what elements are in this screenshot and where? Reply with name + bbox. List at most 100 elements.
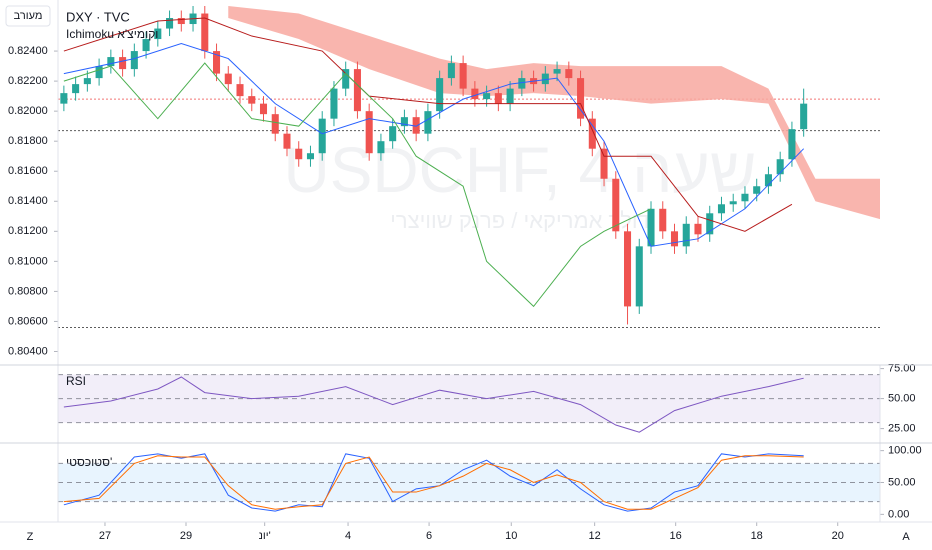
- candle-body: [365, 111, 373, 154]
- indicator-line: [63, 455, 804, 510]
- mode-button-label[interactable]: מעורב: [14, 10, 43, 22]
- candle-body: [400, 117, 408, 127]
- y-tick-label: 0.80400: [8, 345, 48, 357]
- candle-body: [624, 231, 632, 307]
- candle-body: [213, 51, 221, 74]
- rsi-title: RSI: [66, 374, 86, 388]
- candle-body: [95, 66, 103, 79]
- y-tick-label: 0.82400: [8, 45, 48, 57]
- y-tick-label: 0.80800: [8, 285, 48, 297]
- indicator-line: [63, 43, 805, 247]
- watermark-sub: דולר אמריקאי / פרנק שוויצרי: [390, 208, 650, 233]
- candle-body: [776, 159, 784, 175]
- candle-body: [119, 57, 127, 70]
- candle-body: [107, 57, 115, 67]
- candle-body: [236, 84, 244, 97]
- candle-body: [318, 118, 326, 154]
- x-tick-label: 4: [345, 530, 351, 542]
- candle-body: [553, 69, 561, 74]
- candle-body: [166, 18, 174, 29]
- corner-right[interactable]: A: [902, 531, 910, 543]
- candle-body: [565, 69, 573, 79]
- y-tick-label: 0.82200: [8, 75, 48, 87]
- candle-body: [154, 28, 162, 40]
- corner-left[interactable]: Z: [27, 531, 34, 543]
- y-tick-label: 0.81000: [8, 255, 48, 267]
- candle-body: [130, 51, 138, 70]
- mode-button[interactable]: [5, 5, 51, 27]
- ichimoku-cloud: [228, 6, 880, 220]
- candle-body: [353, 69, 361, 112]
- candle-body: [459, 63, 467, 89]
- candle-body: [753, 186, 761, 194]
- indicator-band: [58, 374, 880, 423]
- y-tick-label: 50.00: [888, 476, 916, 488]
- indicator-band: [58, 463, 880, 502]
- candle-body: [600, 148, 608, 179]
- x-tick-label: 16: [670, 530, 682, 542]
- candle-body: [389, 126, 397, 142]
- candle-body: [248, 96, 256, 104]
- candle-body: [741, 193, 749, 202]
- candle-body: [330, 88, 338, 119]
- candle-body: [694, 223, 702, 235]
- candle-body: [295, 148, 303, 160]
- pane: [58, 6, 880, 328]
- candle-body: [72, 84, 80, 94]
- candle-body: [588, 118, 596, 149]
- candle-body: [659, 208, 667, 232]
- candle-body: [177, 18, 185, 25]
- candle-body: [224, 73, 232, 85]
- watermark: USDCHF, 4 שעה: [283, 134, 756, 206]
- x-tick-label: 18: [751, 530, 763, 542]
- candle-body: [447, 63, 455, 79]
- y-tick-label: 0.81200: [8, 225, 48, 237]
- candle-body: [201, 13, 209, 52]
- x-tick-label: 6: [426, 530, 432, 542]
- candle-body: [706, 213, 714, 235]
- candle-body: [764, 174, 772, 187]
- x-tick-label: 10: [505, 530, 517, 542]
- candle-body: [377, 141, 385, 154]
- candle-body: [670, 231, 679, 247]
- x-tick-label: 12: [589, 530, 601, 542]
- candle-body: [541, 73, 549, 85]
- candle-body: [518, 78, 526, 89]
- y-tick-label: 0.81600: [8, 165, 48, 177]
- candle-body: [635, 246, 643, 307]
- candle-body: [283, 133, 291, 149]
- y-tick-label: 0.82000: [8, 105, 48, 117]
- y-tick-label: 50.00: [888, 393, 916, 405]
- y-tick-label: 25.00: [888, 423, 916, 435]
- candle-body: [494, 93, 502, 104]
- y-tick-label: 0.81800: [8, 135, 48, 147]
- y-tick-label: 0.81400: [8, 195, 48, 207]
- candle-body: [788, 129, 796, 160]
- candle-body: [271, 114, 279, 134]
- candle-body: [483, 93, 491, 100]
- plot-layer: 0.80400 0.80600 0.80800 0.81000 0.81200 0.814…: [8, 6, 922, 542]
- candle-body: [612, 178, 620, 232]
- candle-body: [577, 78, 585, 119]
- candle-body: [142, 39, 150, 52]
- x-tick-label: 27: [99, 530, 111, 542]
- legend-title: DXY · TVC: [66, 9, 130, 24]
- stoch-title: סטוכסטי': [66, 455, 112, 469]
- pane: [58, 453, 880, 512]
- candle-body: [717, 204, 725, 214]
- legend-indicator: Ichimoku וקומיצ'א: [66, 27, 158, 41]
- x-tick-label: 29: [180, 530, 192, 542]
- candle-body: [60, 93, 68, 104]
- candle-body: [436, 78, 444, 112]
- candle-body: [306, 153, 314, 160]
- indicator-line: [63, 17, 793, 232]
- candle-body: [471, 88, 479, 100]
- y-tick-label: 75.00: [888, 363, 916, 375]
- indicator-line: [63, 62, 652, 308]
- candle-body: [647, 208, 655, 247]
- y-tick-label: 0.00: [888, 508, 909, 520]
- x-tick-label: יונ': [259, 530, 271, 542]
- candle-body: [412, 117, 420, 134]
- y-tick-label: 100.00: [888, 445, 922, 457]
